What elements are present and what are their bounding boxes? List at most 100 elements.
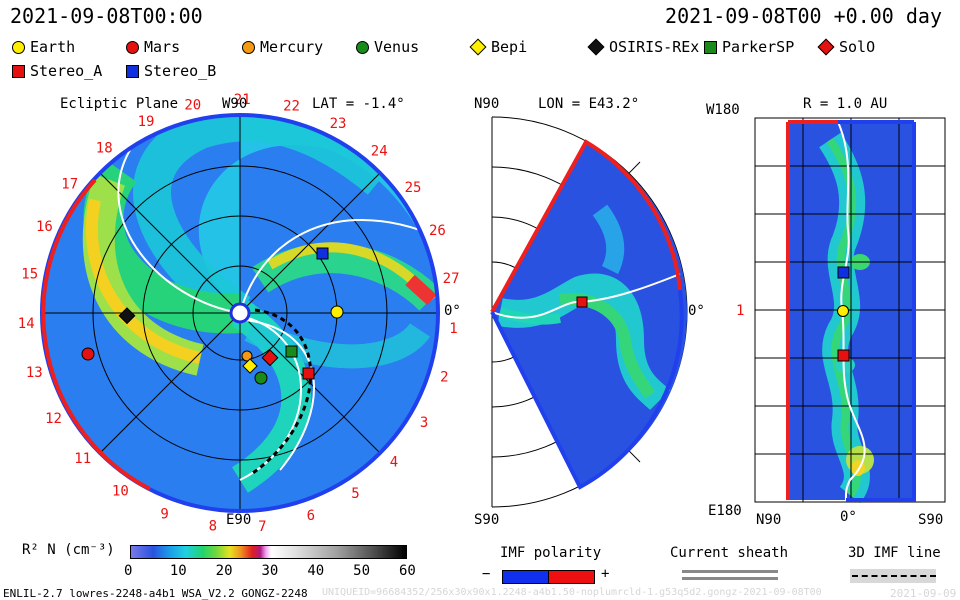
legend-earth: Earth <box>12 38 75 56</box>
solo-marker <box>261 349 279 367</box>
carrington-label: 15 <box>21 267 38 283</box>
footer-date: 2021-09-09 <box>890 587 957 600</box>
legend-osiris-rex: OSIRIS-REx <box>587 38 700 56</box>
map-stereo-a-marker <box>837 349 850 362</box>
footer-model: ENLIL-2.7 lowres-2248-a4b1 WSA_V2.2 GONG… <box>3 587 308 600</box>
colorbar-tick: 30 <box>261 563 279 579</box>
carrington-label: 20 <box>184 97 201 113</box>
legend-stereo-b: Stereo_B <box>126 62 216 80</box>
parkersp-marker <box>285 345 298 358</box>
carrington-label: 21 <box>234 92 251 108</box>
lon-label: LON = E43.2° <box>538 96 640 112</box>
carrington-label: 19 <box>138 114 155 130</box>
s90-label: S90 <box>474 512 500 528</box>
bepi-marker <box>242 358 258 374</box>
stereo-a-marker <box>302 367 315 380</box>
colorbar-tick: 60 <box>399 563 416 579</box>
colorbar-tick: 10 <box>169 563 187 579</box>
legend-label: ParkerSP <box>722 38 795 56</box>
ecliptic-title: Ecliptic Plane <box>60 96 179 112</box>
legend-square-icon <box>12 64 25 78</box>
imf-negative-swatch <box>502 570 550 584</box>
legend-mars: Mars <box>126 38 180 56</box>
carrington-label: 7 <box>258 519 266 535</box>
imf-plus-label: + <box>601 566 610 582</box>
legend-square-icon <box>126 64 139 78</box>
carrington-label: 16 <box>36 219 53 235</box>
legend-diamond-icon <box>469 38 487 56</box>
colorbar-tick: 40 <box>307 563 325 579</box>
e180-label: E180 <box>708 503 742 519</box>
legend-mercury: Mercury <box>242 38 323 56</box>
legend-bepi: Bepi <box>469 38 528 56</box>
carrington-label: 24 <box>371 144 388 160</box>
legend-label: Stereo_A <box>30 62 103 80</box>
map-n90-label: N90 <box>756 512 782 528</box>
current-sheath-label: Current sheath <box>670 545 789 561</box>
imf-polarity-label: IMF polarity <box>500 545 602 561</box>
legend-circle-icon <box>126 40 139 54</box>
n90-label: N90 <box>474 96 500 112</box>
imf-line-label: 3D IMF line <box>848 545 941 561</box>
carrington-label: 22 <box>283 98 300 114</box>
legend-parkersp: ParkerSP <box>704 38 794 56</box>
meridional-zero-label: 0° <box>688 303 705 319</box>
earth-marker <box>330 305 344 319</box>
legend-label: Earth <box>30 38 76 56</box>
osiris-rex-marker <box>118 307 136 325</box>
carrington-label: 25 <box>405 180 422 196</box>
lat-label: LAT = -1.4° <box>312 96 405 112</box>
map-zero-label: 0° <box>840 509 857 525</box>
colorbar-tick: 0 <box>124 563 133 579</box>
carrington-label: 14 <box>18 316 35 332</box>
colorbar-tick: 50 <box>353 563 371 579</box>
sheath-swatch-bottom <box>682 577 778 580</box>
legend-label: Mercury <box>260 38 324 56</box>
w90-label: W90 <box>222 96 248 112</box>
carrington-label: 23 <box>330 116 347 132</box>
carrington-label: 11 <box>74 451 91 467</box>
ecliptic-zero-label: 0° <box>444 303 461 319</box>
legend-label: SolO <box>839 38 876 56</box>
density-colorbar <box>130 545 407 559</box>
legend-diamond-icon <box>587 38 605 56</box>
w180-label: W180 <box>706 102 740 118</box>
legend-label: OSIRIS-REx <box>609 38 700 56</box>
carrington-label: 9 <box>160 506 168 522</box>
imf-line-swatch <box>852 575 936 577</box>
stereo-b-marker <box>316 247 329 260</box>
legend-diamond-icon <box>817 38 835 56</box>
mercury-marker <box>241 350 253 362</box>
legend-label: Bepi <box>491 38 528 56</box>
radial-map-panel <box>754 117 946 504</box>
current-date: 2021-09-08T00 +0.00 day <box>665 4 942 28</box>
legend-square-icon <box>704 40 717 54</box>
carrington-label: 1 <box>449 321 457 337</box>
map-earth-marker <box>837 305 849 317</box>
meridional-stereo-a-marker <box>576 296 588 308</box>
map-s90-label: S90 <box>918 512 944 528</box>
legend-circle-icon <box>356 40 369 54</box>
colorbar-label: R² N (cm⁻³) <box>22 542 115 558</box>
map-stereo-b-marker <box>837 266 850 279</box>
carrington-label: 2 <box>440 370 448 386</box>
imf-positive-swatch <box>548 570 595 584</box>
carrington-label: 27 <box>443 271 460 287</box>
sheath-swatch-top <box>682 570 778 573</box>
legend-circle-icon <box>12 40 25 54</box>
carrington-label: 12 <box>45 411 62 427</box>
legend-solo: SolO <box>817 38 876 56</box>
footer-uniqueid: UNIQUEID=96684352/256x30x90x1.2248-a4b1.… <box>322 587 822 598</box>
legend-stereo-a: Stereo_A <box>12 62 102 80</box>
venus-marker <box>254 371 268 385</box>
r-label: R = 1.0 AU <box>803 96 888 112</box>
e90-label: E90 <box>226 512 252 528</box>
legend-circle-icon <box>242 40 255 54</box>
mars-marker <box>81 347 95 361</box>
legend-label: Mars <box>144 38 181 56</box>
imf-minus-label: − <box>482 566 491 582</box>
carrington-label: 5 <box>351 486 359 502</box>
